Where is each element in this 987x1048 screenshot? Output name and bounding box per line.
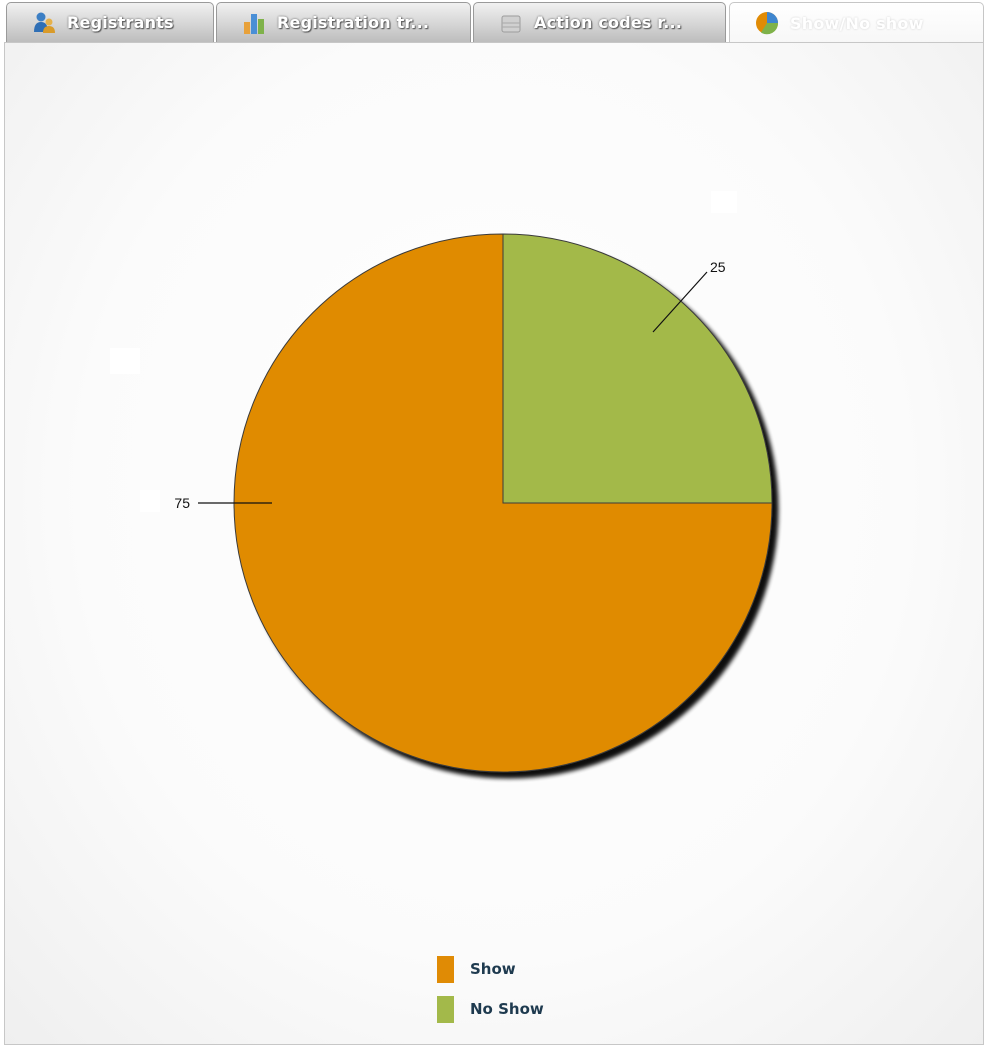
tab-label: Show/No show [790, 13, 924, 33]
legend-item-no-show: No Show [437, 995, 637, 1023]
tab-label: Action codes r... [534, 13, 683, 32]
data-label-show: 75 [174, 495, 190, 511]
white-label-box [110, 348, 140, 374]
tab-registrants[interactable]: Registrants [6, 2, 214, 42]
legend-label: No Show [470, 1000, 544, 1018]
chart-legend: Show No Show [437, 955, 637, 1035]
legend-label: Show [470, 960, 516, 978]
white-label-box [140, 490, 160, 512]
pie-chart-icon [756, 12, 779, 35]
white-label-box [711, 191, 737, 213]
users-icon [34, 12, 55, 33]
pie-slice-no-show[interactable] [502, 233, 773, 504]
data-label-no-show: 25 [710, 259, 726, 275]
tab-action-codes[interactable]: Action codes r... [473, 2, 726, 42]
tab-bar: Registrants Registration tr... Action co… [0, 0, 987, 43]
bar-chart-icon [244, 13, 264, 34]
tab-label: Registrants [67, 13, 174, 32]
tab-show-no-show[interactable]: Show/No show [729, 2, 984, 43]
legend-swatch-no-show [437, 995, 454, 1023]
legend-item-show: Show [437, 955, 637, 983]
data-label-leader-line [652, 271, 708, 333]
tab-label: Registration tr... [277, 13, 430, 32]
legend-swatch-show [437, 955, 454, 983]
database-icon [501, 15, 521, 32]
tab-registration-trend[interactable]: Registration tr... [216, 2, 471, 42]
